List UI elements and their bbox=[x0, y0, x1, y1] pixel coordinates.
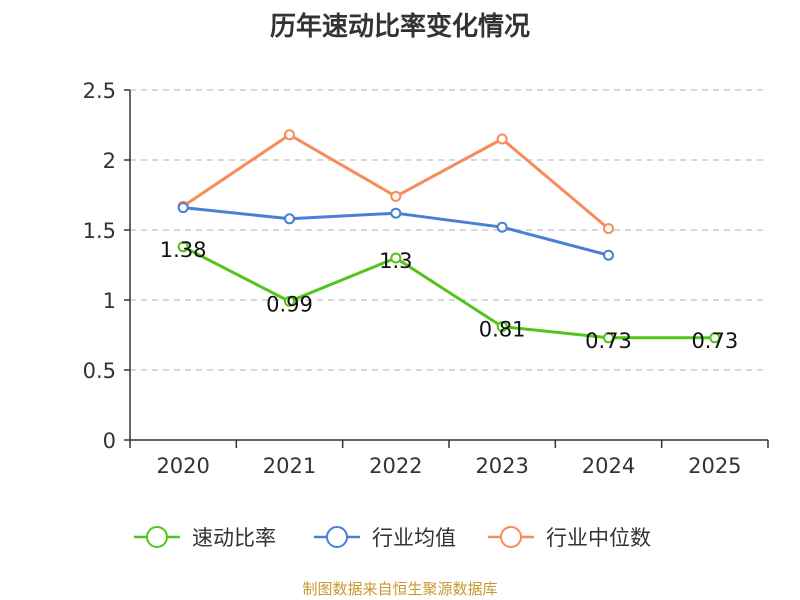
data-label: 1.3 bbox=[379, 249, 412, 273]
data-point bbox=[496, 221, 508, 233]
legend-label: 速动比率 bbox=[192, 526, 276, 550]
legend-label: 行业中位数 bbox=[546, 526, 651, 550]
data-point bbox=[709, 332, 721, 344]
legend-marker bbox=[500, 526, 522, 548]
chart-title: 历年速动比率变化情况 bbox=[269, 12, 530, 42]
data-label: 0.99 bbox=[266, 292, 313, 316]
x-tick-label: 2023 bbox=[475, 454, 528, 478]
y-tick-label: 2.5 bbox=[83, 79, 116, 103]
y-tick-label: 2 bbox=[103, 149, 116, 173]
data-point bbox=[603, 223, 614, 235]
data-point bbox=[496, 321, 508, 333]
y-tick-label: 0.5 bbox=[83, 359, 116, 383]
x-tick-label: 2024 bbox=[582, 454, 635, 478]
y-tick-label: 1.5 bbox=[83, 219, 116, 243]
data-point bbox=[496, 133, 508, 145]
data-point bbox=[603, 332, 614, 344]
y-tick-label: 0 bbox=[103, 429, 116, 453]
legend-label: 行业均值 bbox=[372, 526, 456, 550]
legend-marker bbox=[146, 526, 168, 548]
data-label: 0.73 bbox=[585, 329, 632, 353]
data-point bbox=[177, 202, 189, 214]
data-point bbox=[284, 295, 295, 307]
y-tick-label: 1 bbox=[103, 289, 116, 313]
data-point bbox=[390, 207, 402, 219]
data-point bbox=[603, 249, 614, 261]
legend-marker bbox=[326, 526, 348, 548]
data-point bbox=[177, 241, 189, 253]
data-label: 1.38 bbox=[160, 238, 207, 262]
x-tick-label: 2022 bbox=[369, 454, 422, 478]
x-tick-label: 2025 bbox=[688, 454, 741, 478]
data-point bbox=[284, 129, 295, 141]
data-point bbox=[390, 252, 402, 264]
series-line-0 bbox=[182, 245, 715, 340]
x-tick-label: 2020 bbox=[156, 454, 209, 478]
data-point bbox=[284, 213, 295, 225]
x-tick-label: 2021 bbox=[263, 454, 316, 478]
data-label: 0.73 bbox=[691, 329, 738, 353]
source-note: 制图数据来自恒生聚源数据库 bbox=[302, 580, 498, 598]
data-point bbox=[390, 190, 402, 202]
data-label: 0.81 bbox=[479, 318, 526, 342]
